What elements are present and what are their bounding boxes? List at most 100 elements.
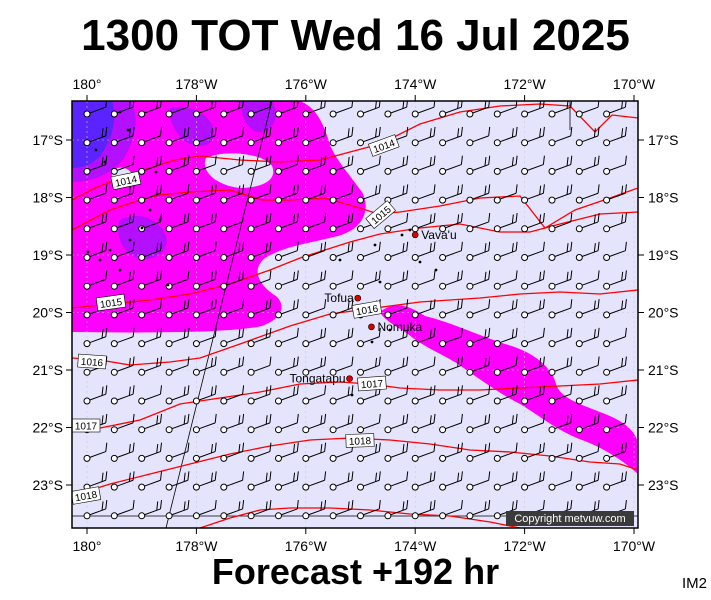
wind-barb-shaft: [527, 213, 545, 229]
wind-shaft-line: [609, 422, 626, 430]
wind-shaft-line: [144, 221, 161, 229]
wind-station-circle: [247, 196, 255, 204]
wind-station-circle: [302, 282, 310, 290]
wind-feather: [488, 184, 491, 194]
wind-feather: [187, 213, 190, 223]
wind-barb-shaft: [527, 241, 545, 257]
island-dot: [94, 148, 98, 152]
wind-feather: [429, 214, 432, 224]
wind-feather: [402, 185, 405, 195]
wind-shaft-line: [390, 479, 407, 487]
wind-barb: [521, 299, 545, 319]
wind-barb: [247, 184, 272, 204]
wind-shaft-line: [89, 164, 106, 171]
wind-shaft-line: [226, 164, 243, 171]
wind-shaft-line: [116, 422, 134, 430]
wind-station-circle: [357, 483, 364, 491]
wind-feather: [570, 471, 573, 481]
wind-barb: [302, 299, 327, 319]
wind-barb-shaft: [308, 471, 327, 487]
wind-feather: [132, 471, 135, 481]
wind-barb-shaft: [308, 270, 327, 286]
wind-feather: [457, 357, 460, 367]
wind-barb-shaft: [472, 327, 491, 344]
wind-shaft-line: [226, 192, 243, 200]
wind-station-circle: [110, 426, 118, 434]
wind-feather: [539, 386, 542, 396]
wind-barb-shaft: [89, 385, 108, 401]
wind-barb: [275, 471, 299, 491]
wind-station-circle: [110, 483, 118, 491]
wind-feather: [347, 472, 350, 482]
wind-barb-shaft: [199, 385, 217, 401]
wind-shaft-line: [445, 422, 462, 430]
wind-barb: [521, 101, 545, 118]
wind-barb-shaft: [417, 471, 436, 487]
wind-shaft-line: [363, 336, 380, 344]
wind-feather: [159, 126, 163, 136]
wind-barb: [165, 385, 190, 405]
wind-feather: [242, 155, 245, 165]
wind-barb-shaft: [390, 299, 409, 315]
rain-area-southeast: [380, 305, 638, 474]
lat-label-right: 23°S: [648, 477, 679, 493]
wind-feather: [269, 270, 272, 280]
wind-barb-shaft: [581, 184, 600, 200]
wind-feather: [159, 270, 163, 280]
wind-feather: [183, 156, 186, 166]
wind-feather: [515, 356, 518, 366]
wind-feather: [457, 443, 460, 453]
wind-barb-shaft: [335, 213, 354, 229]
wind-feather: [484, 156, 487, 166]
wind-feather: [351, 213, 354, 223]
wind-station-circle: [110, 139, 118, 147]
wind-shaft-line: [253, 135, 271, 143]
wind-station-circle: [302, 110, 310, 118]
wind-barb-shaft: [581, 155, 600, 171]
wind-feather: [324, 356, 327, 366]
wind-barb: [575, 327, 600, 348]
wind-barb-shaft: [253, 385, 272, 401]
wind-feather: [265, 128, 268, 138]
wind-station-circle: [603, 454, 611, 462]
wind-barb-shaft: [609, 241, 627, 257]
wind-station-circle: [575, 426, 583, 434]
wind-barb: [575, 385, 600, 405]
wind-barb: [220, 442, 245, 462]
wind-shaft-line: [417, 508, 435, 516]
wind-barb-shaft: [445, 442, 463, 458]
wind-barb: [138, 442, 163, 462]
wind-station-circle: [521, 139, 529, 147]
wind-barb-shaft: [89, 270, 108, 286]
wind-feather: [515, 241, 518, 251]
wind-barb: [466, 471, 491, 491]
wind-shaft-line: [226, 422, 243, 430]
wind-shaft-line: [144, 192, 161, 200]
isobar-label-box: [72, 418, 101, 433]
wind-feather: [621, 214, 624, 224]
wind-shaft-line: [472, 451, 489, 458]
wind-shaft-line: [226, 451, 243, 458]
wind-feather: [542, 241, 545, 251]
wind-barb: [138, 356, 163, 376]
wind-station-circle: [138, 368, 146, 376]
wind-barb-shaft: [363, 327, 381, 344]
wind-barb-shaft: [226, 126, 245, 143]
place-label: Tongatapu: [289, 372, 345, 386]
island-dot: [108, 248, 112, 252]
wind-station-circle: [275, 512, 282, 520]
wind-feather: [406, 213, 409, 223]
wind-barb-shaft: [89, 155, 108, 171]
wind-station-circle: [247, 368, 255, 376]
wind-feather: [132, 270, 135, 280]
island-dot: [338, 258, 342, 262]
wind-shaft-line: [308, 422, 325, 430]
wind-feather: [132, 213, 135, 223]
wind-station-circle: [247, 454, 255, 462]
wind-feather: [324, 241, 327, 251]
wind-feather: [488, 270, 491, 280]
wind-barb-shaft: [171, 184, 190, 200]
wind-feather: [183, 472, 186, 482]
wind-barb: [165, 155, 190, 175]
wind-feather: [539, 128, 542, 138]
